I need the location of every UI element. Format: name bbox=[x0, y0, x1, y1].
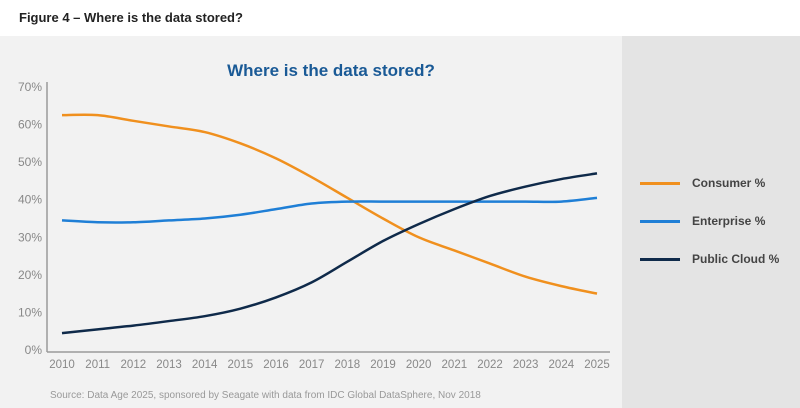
y-tick-label: 50% bbox=[18, 155, 42, 169]
legend-item-consumer: Consumer % bbox=[640, 176, 765, 190]
y-tick-label: 40% bbox=[18, 193, 42, 207]
x-tick-label: 2014 bbox=[192, 359, 218, 371]
y-tick-label: 60% bbox=[18, 118, 42, 132]
y-tick-label: 0% bbox=[25, 343, 43, 357]
y-tick-label: 30% bbox=[18, 230, 42, 244]
enterprise-line bbox=[61, 196, 598, 224]
legend-label: Consumer % bbox=[692, 176, 766, 190]
legend-item-enterprise: Enterprise % bbox=[640, 214, 765, 228]
x-tick-label: 2013 bbox=[156, 359, 182, 371]
x-tick-label: 2019 bbox=[370, 359, 396, 371]
legend-label: Public Cloud % bbox=[692, 252, 780, 266]
legend-label: Enterprise % bbox=[692, 214, 766, 228]
source-note: Source: Data Age 2025, sponsored by Seag… bbox=[50, 390, 481, 401]
y-tick-label: 70% bbox=[18, 80, 42, 94]
legend-swatch bbox=[640, 181, 680, 185]
x-tick-label: 2016 bbox=[263, 359, 289, 371]
figure-label: Figure 4 – Where is the data stored? bbox=[19, 10, 243, 25]
x-tick-label: 2024 bbox=[549, 359, 575, 371]
legend-item-public-cloud: Public Cloud % bbox=[640, 252, 779, 266]
x-tick-label: 2012 bbox=[121, 359, 147, 371]
x-tick-label: 2018 bbox=[335, 359, 361, 371]
chart-title: Where is the data stored? bbox=[227, 61, 435, 80]
y-tick-label: 10% bbox=[18, 305, 42, 319]
legend-swatch bbox=[640, 219, 680, 223]
x-tick-label: 2021 bbox=[442, 359, 468, 371]
consumer-line bbox=[61, 113, 598, 295]
public-cloud-line bbox=[61, 172, 598, 335]
x-tick-label: 2020 bbox=[406, 359, 432, 371]
x-tick-label: 2023 bbox=[513, 359, 539, 371]
x-tick-label: 2025 bbox=[584, 359, 610, 371]
x-tick-label: 2017 bbox=[299, 359, 325, 371]
legend-swatch bbox=[640, 257, 680, 261]
x-tick-label: 2010 bbox=[49, 359, 75, 371]
x-tick-label: 2015 bbox=[228, 359, 254, 371]
y-tick-label: 20% bbox=[18, 268, 42, 282]
x-tick-label: 2011 bbox=[85, 359, 110, 371]
x-tick-label: 2022 bbox=[477, 359, 503, 371]
